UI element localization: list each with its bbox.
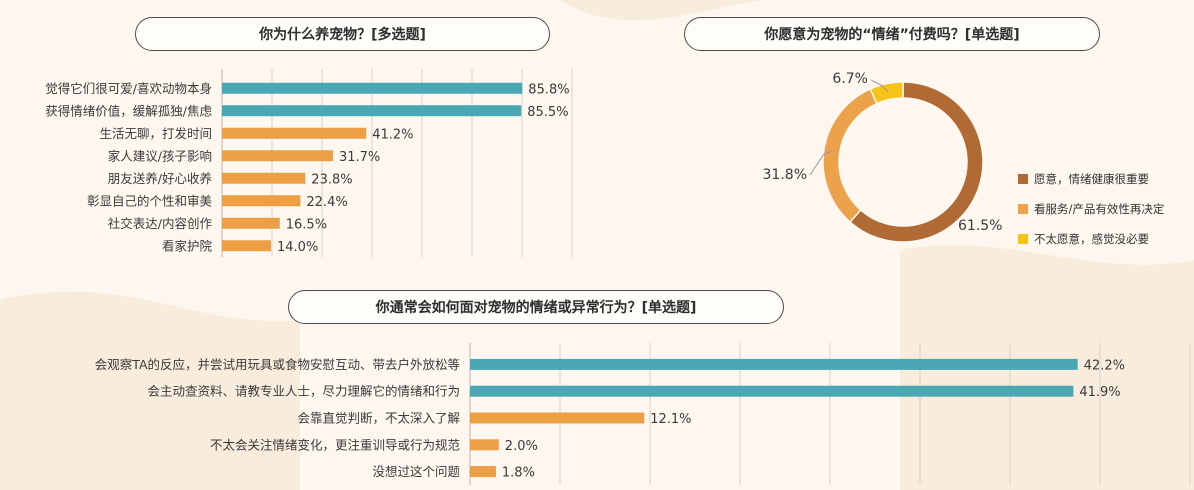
value-label: 85.8% xyxy=(528,82,569,97)
bar xyxy=(222,82,523,94)
slice-label: 6.7% xyxy=(832,71,868,87)
category-label: 家人建议/孩子影响 xyxy=(108,148,212,163)
value-label: 22.4% xyxy=(306,195,347,210)
legend-swatch xyxy=(1018,174,1028,184)
category-label: 没想过这个问题 xyxy=(372,464,460,479)
bar xyxy=(222,172,306,184)
value-label: 2.0% xyxy=(505,439,538,454)
legend-item-willing: 愿意，情绪健康很重要 xyxy=(1018,171,1149,187)
category-label: 获得情绪价值，缓解孤独/焦虑 xyxy=(45,103,212,118)
legend-label: 愿意，情绪健康很重要 xyxy=(1034,172,1149,186)
category-label: 觉得它们很可爱/喜欢动物本身 xyxy=(45,81,212,96)
value-label: 1.8% xyxy=(502,466,535,481)
legend-label: 看服务/产品有效性再决定 xyxy=(1034,202,1165,216)
category-label: 看家护院 xyxy=(162,238,213,253)
bar xyxy=(222,127,367,139)
value-label: 12.1% xyxy=(650,412,691,427)
value-label: 23.8% xyxy=(311,172,352,187)
slice-label: 61.5% xyxy=(958,218,1002,234)
value-label: 85.5% xyxy=(527,105,568,120)
value-label: 16.5% xyxy=(286,217,327,232)
bar xyxy=(470,466,496,478)
category-label: 社交表达/内容创作 xyxy=(108,216,213,231)
legend-item-unwilling: 不太愿意，感觉没必要 xyxy=(1018,231,1149,247)
legend-swatch xyxy=(1018,234,1028,244)
value-label: 41.2% xyxy=(372,127,413,142)
category-label: 会主动查资料、请教专业人士，尽力理解它的情绪和行为 xyxy=(147,384,460,399)
category-label: 会靠直觉判断，不太深入了解 xyxy=(297,411,460,426)
category-label: 会观察TA的反应，并尝试用玩具或食物安慰互动、带去户外放松等 xyxy=(95,357,460,372)
value-label: 31.7% xyxy=(339,150,380,165)
category-label: 生活无聊，打发时间 xyxy=(99,126,212,141)
bar xyxy=(222,195,301,207)
leader-line xyxy=(870,79,889,92)
category-label: 朋友送养/好心收养 xyxy=(108,171,212,186)
bar xyxy=(222,105,522,117)
category-label: 不太会关注情绪变化，更注重训导或行为规范 xyxy=(210,437,460,452)
value-label: 42.2% xyxy=(1084,358,1125,373)
bar xyxy=(470,439,499,451)
bar xyxy=(222,240,271,252)
bar xyxy=(470,385,1074,397)
chart3-title: 你通常会如何面对宠物的情绪或异常行为？[单选题] xyxy=(288,290,784,324)
bar xyxy=(222,217,280,229)
value-label: 41.9% xyxy=(1079,385,1120,400)
bar xyxy=(470,358,1078,370)
chart1-title: 你为什么养宠物？[多选题] xyxy=(135,17,550,51)
slice-label: 31.8% xyxy=(763,167,807,183)
leader-line xyxy=(809,150,832,176)
category-label: 彰显自己的个性和审美 xyxy=(87,193,212,208)
legend-label: 不太愿意，感觉没必要 xyxy=(1034,232,1149,246)
legend-item-depends: 看服务/产品有效性再决定 xyxy=(1018,201,1164,217)
bar xyxy=(222,150,333,162)
value-label: 14.0% xyxy=(277,240,318,255)
bar xyxy=(470,412,645,424)
chart2-title: 你愿意为宠物的“情绪”付费吗？[单选题] xyxy=(684,17,1100,51)
legend-swatch xyxy=(1018,204,1028,214)
